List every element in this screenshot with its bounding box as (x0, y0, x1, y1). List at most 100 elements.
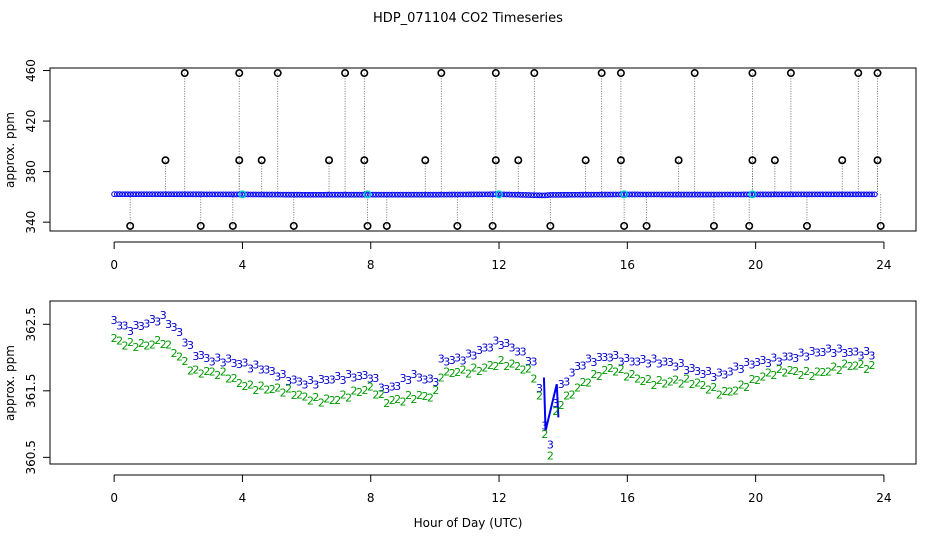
baseline-point (190, 191, 197, 198)
series-3-point: 3 (569, 367, 576, 380)
series-3-point: 3 (274, 371, 281, 384)
baseline-point (274, 191, 281, 198)
series-3-point: 3 (776, 355, 783, 368)
baseline-point (517, 191, 524, 198)
baseline-point (555, 191, 562, 198)
series-2-point: 2 (700, 379, 707, 392)
baseline-point (141, 191, 148, 198)
series-3-point: 3 (465, 347, 472, 360)
series-2-point: 2 (465, 367, 472, 380)
series-2-point: 2 (361, 384, 368, 397)
baseline-point (702, 191, 709, 198)
series-2-point: 2 (198, 368, 205, 381)
series-2-point: 2 (367, 381, 374, 394)
series-2-point: 2 (214, 369, 221, 382)
series-3-point: 3 (732, 360, 739, 373)
series-3-point: 3 (438, 352, 445, 365)
cal-point (180, 69, 189, 78)
cal-point (873, 156, 882, 165)
highlight-point (238, 190, 247, 199)
bottom-x-tick-label: 24 (876, 491, 891, 505)
series-2-point: 2 (340, 389, 347, 402)
series-3-point: 3 (220, 357, 227, 370)
baseline-point (334, 191, 341, 198)
series-3-point: 3 (154, 315, 161, 328)
cal-point (437, 69, 446, 78)
cal-point (491, 69, 500, 78)
series-2-point: 2 (803, 365, 810, 378)
baseline-point (225, 191, 232, 198)
baseline-point (533, 192, 540, 199)
baseline-point (310, 191, 317, 198)
cal-point (876, 221, 885, 230)
baseline-point (261, 191, 267, 198)
series-2-point: 2 (416, 389, 423, 402)
baseline-point (133, 191, 139, 198)
series-3-point: 3 (285, 375, 292, 388)
series-3-point: 3 (656, 357, 663, 370)
series-3-point: 3 (803, 351, 810, 364)
baseline-point (869, 191, 875, 198)
baseline-point (866, 191, 873, 198)
series-2-point: 2 (601, 364, 608, 377)
series-3-point: 3 (661, 356, 668, 369)
series-2-point: 2 (623, 370, 630, 383)
series-3-point: 3 (356, 370, 363, 383)
baseline-point (659, 191, 666, 198)
baseline-point (462, 191, 469, 198)
baseline-point (525, 192, 532, 198)
cal-point (126, 221, 135, 230)
cal-point (873, 69, 882, 78)
baseline-point (209, 191, 216, 198)
baseline-point (858, 191, 865, 198)
baseline-point (694, 191, 701, 198)
series-3-point: 3 (127, 325, 134, 338)
series-3-point: 3 (738, 363, 745, 376)
series-2-point: 2 (460, 363, 467, 376)
series-2-point: 2 (743, 381, 750, 394)
baseline-point (184, 191, 191, 198)
series-2-point: 2 (705, 383, 712, 396)
baseline-point (454, 191, 461, 198)
series-2-point: 2 (661, 378, 668, 391)
series-3-point: 3 (781, 351, 788, 364)
baseline-point (839, 191, 845, 198)
baseline-point (253, 191, 259, 198)
baseline-point (212, 191, 218, 198)
series-2-point: 2 (650, 379, 657, 392)
baseline-point (705, 191, 712, 198)
baseline-point (299, 191, 306, 198)
bottom-y-tick-label: 361.5 (24, 374, 38, 408)
baseline-point (675, 191, 682, 198)
top-x-tick-label: 0 (110, 258, 118, 272)
baseline-point (312, 191, 319, 198)
bottom-data-layer: 3333333333333333333333333333333333333333… (111, 309, 876, 462)
series-3-point: 3 (814, 347, 821, 360)
baseline-point (193, 191, 199, 198)
baseline-point (795, 191, 802, 198)
series-3-point: 3 (716, 366, 723, 379)
series-3-point: 3 (601, 351, 608, 364)
baseline-point (814, 191, 821, 198)
baseline-point (542, 192, 548, 199)
baseline-point (304, 191, 311, 198)
baseline-point (438, 191, 445, 198)
series-2-point: 2 (351, 384, 358, 397)
series-2-point: 2 (590, 368, 597, 381)
series-3-point: 3 (187, 339, 194, 352)
series-3-point: 3 (590, 356, 597, 369)
series-3-point: 3 (421, 374, 428, 387)
series-3-point: 3 (547, 439, 554, 452)
series-2-point: 2 (781, 367, 788, 380)
baseline-point (724, 191, 731, 198)
baseline-point (852, 191, 859, 198)
series-2-point: 2 (770, 369, 777, 382)
baseline-point (820, 191, 826, 198)
series-2-point: 2 (738, 379, 745, 392)
baseline-point (596, 191, 603, 198)
series-3-point: 3 (449, 354, 456, 367)
baseline-point (452, 191, 458, 198)
series-3-point: 3 (623, 352, 630, 365)
baseline-point (258, 191, 265, 198)
series-3-point: 3 (558, 378, 565, 391)
